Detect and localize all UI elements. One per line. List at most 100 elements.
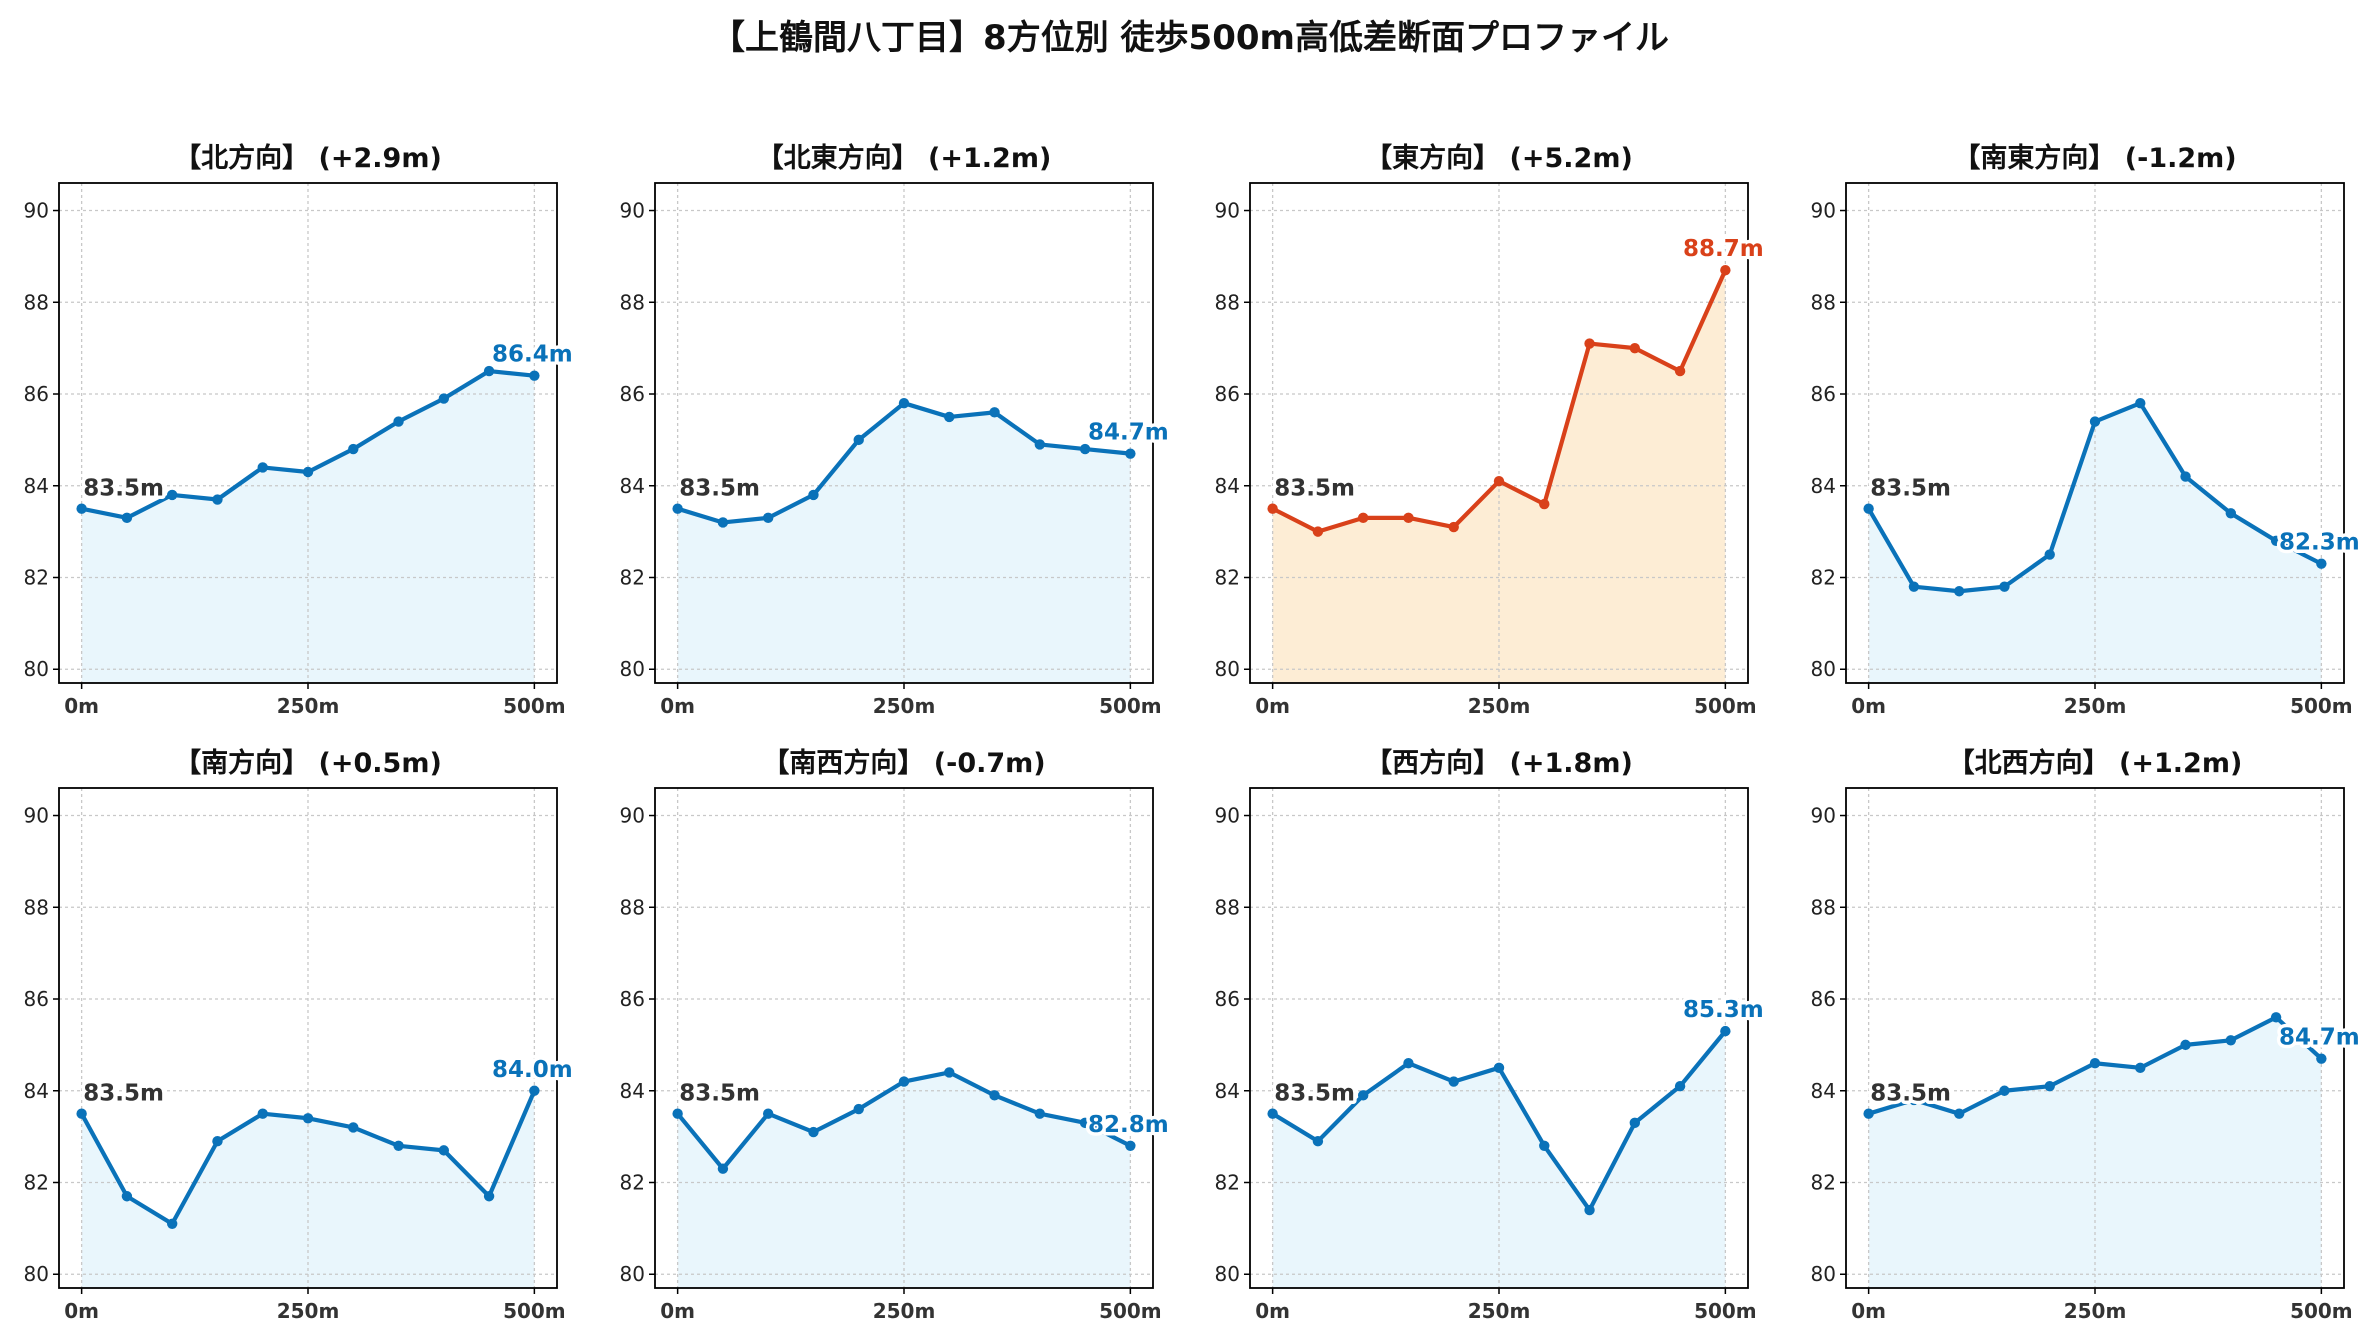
data-point [1448,521,1459,533]
data-point [2089,416,2101,427]
data-point [717,1163,729,1174]
x-tick-label: 250m [1468,694,1531,718]
data-point [1312,1136,1324,1147]
y-tick-label: 86 [24,987,49,1011]
data-point [853,434,864,446]
data-point [302,466,314,478]
data-point [898,397,910,409]
data-point [2135,397,2146,409]
data-point [1267,1108,1278,1119]
area-fill [1868,1017,2322,1288]
data-point [898,1076,910,1087]
start-elevation-label: 83.5m [679,476,760,502]
x-tick-label: 500m [503,694,566,718]
y-tick-label: 86 [1215,382,1240,406]
y-tick-label: 88 [1811,895,1836,919]
data-point [1999,1085,2010,1096]
data-point [2044,1080,2055,1092]
data-point [2270,1012,2282,1023]
y-tick-label: 82 [1215,565,1240,589]
panel-title: 【北方向】 (+2.9m) [174,142,442,174]
x-tick-label: 500m [1099,694,1162,718]
y-tick-label: 80 [1215,1262,1240,1286]
panel-title: 【北東方向】 (+1.2m) [757,142,1052,174]
data-point [2225,508,2237,519]
x-tick-label: 0m [660,694,695,718]
y-tick-label: 90 [1215,804,1240,828]
data-point [808,1126,819,1138]
y-tick-label: 90 [1811,804,1836,828]
data-point [1125,448,1136,459]
data-point [2044,549,2055,560]
y-tick-label: 88 [620,895,645,919]
data-point [1720,264,1731,276]
data-point [1357,512,1369,524]
data-point [2225,1035,2237,1046]
data-point [762,512,774,524]
x-tick-label: 500m [503,1299,566,1323]
area-fill [1272,1031,1726,1288]
data-point [1629,1117,1641,1129]
x-tick-label: 0m [1255,694,1290,718]
panel-title: 【南方向】 (+0.5m) [174,747,442,779]
data-point [257,1108,268,1119]
x-tick-label: 250m [873,1299,936,1323]
data-point [808,489,819,501]
data-point [944,411,955,423]
y-tick-label: 88 [1215,290,1240,314]
data-point [1357,1090,1369,1101]
data-point [1674,365,1686,377]
data-point [529,1085,540,1096]
end-elevation-label: 82.3m [2279,530,2360,556]
x-tick-label: 500m [1694,694,1757,718]
data-point [348,443,359,455]
data-point [1312,526,1324,537]
y-tick-label: 82 [620,1170,645,1194]
x-tick-label: 250m [1468,1299,1531,1323]
area-fill [1272,270,1726,683]
start-elevation-label: 83.5m [1870,476,1951,502]
data-point [1908,1094,1920,1106]
x-tick-label: 0m [64,694,99,718]
data-point [212,494,223,505]
data-point [717,517,729,528]
y-tick-label: 86 [24,382,49,406]
y-tick-label: 82 [1811,1170,1836,1194]
panel-title: 【東方向】 (+5.2m) [1365,142,1633,174]
y-tick-label: 88 [1215,895,1240,919]
end-elevation-label: 85.3m [1683,997,1764,1023]
end-elevation-label: 84.7m [2279,1025,2360,1051]
data-point [393,1140,404,1151]
data-point [2316,1053,2327,1064]
data-point [166,489,178,501]
y-tick-label: 86 [1811,987,1836,1011]
x-tick-label: 500m [2290,1299,2353,1323]
data-point [1403,1058,1414,1069]
y-tick-label: 84 [620,474,645,498]
data-point [76,1108,87,1119]
data-point [1999,581,2010,592]
data-point [1908,581,1920,592]
y-tick-label: 84 [24,1079,49,1103]
data-point [853,1103,864,1115]
y-tick-label: 80 [24,657,49,681]
data-point [1863,503,1874,514]
data-point [348,1122,359,1133]
y-tick-label: 88 [24,895,49,919]
y-tick-label: 80 [1811,657,1836,681]
data-point [1539,498,1550,510]
data-point [1953,586,1965,597]
x-tick-label: 250m [2064,694,2127,718]
x-tick-label: 250m [277,694,340,718]
data-point [212,1136,223,1147]
panel-title: 【西方向】 (+1.8m) [1365,747,1633,779]
y-tick-label: 84 [1811,1079,1836,1103]
data-point [121,1191,133,1202]
data-point [1720,1025,1731,1037]
data-point [1125,1140,1136,1151]
data-point [989,407,1000,418]
data-point [1863,1108,1874,1119]
end-elevation-label: 84.0m [492,1057,573,1083]
y-tick-label: 90 [24,199,49,223]
data-point [1629,342,1641,354]
